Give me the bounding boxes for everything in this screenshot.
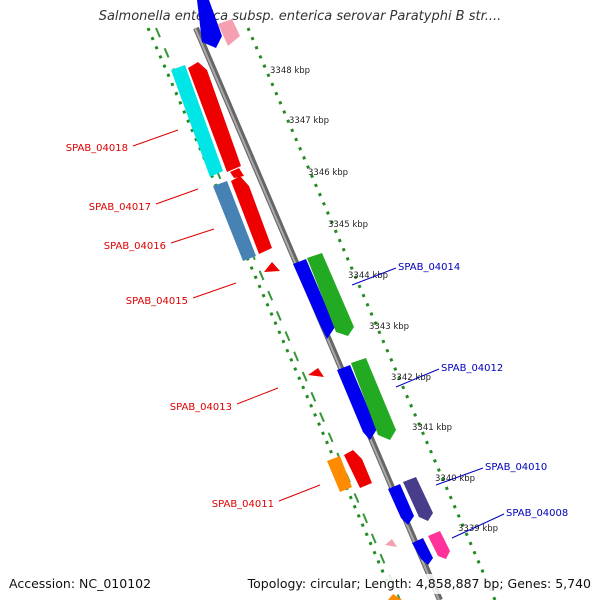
left-gene-label: SPAB_04015 [126, 296, 188, 307]
left-gene-label: SPAB_04011 [212, 499, 274, 510]
right-label-leader [451, 513, 505, 539]
kbp-tick-label: 3347 kbp [289, 116, 329, 126]
left-label-leader [170, 228, 215, 244]
kbp-tick-label: 3348 kbp [270, 66, 310, 76]
gene-blue-top [197, 0, 222, 48]
left-gene-label: SPAB_04016 [104, 241, 166, 252]
kbp-tick-label: 3344 kbp [348, 271, 388, 281]
kbp-tick-label: 3340 kbp [435, 474, 475, 484]
right-gene-label: SPAB_04010 [485, 462, 547, 473]
outer-ring-right [246, 27, 497, 600]
left-label-leader [192, 282, 237, 299]
gene-red-04017 [230, 168, 244, 178]
kbp-tick-label: 3343 kbp [369, 322, 409, 332]
gene-cyan-04018 [171, 65, 223, 177]
right-gene-label: SPAB_04014 [398, 262, 460, 273]
gene-red-04016 [231, 176, 272, 254]
kbp-tick-label: 3346 kbp [308, 168, 348, 178]
left-gene-label: SPAB_04013 [170, 402, 232, 413]
right-label-leader [395, 368, 440, 388]
right-gene-label: SPAB_04008 [506, 508, 568, 519]
accession-text: Accession: NC_010102 [9, 574, 152, 594]
left-label-leader [278, 484, 321, 502]
gene-lightpink-top [218, 19, 240, 46]
gene-red-04015 [264, 262, 280, 272]
dotted-rings [146, 27, 497, 600]
gene-orange-bottom [388, 594, 402, 600]
kbp-tick-label: 3342 kbp [391, 373, 431, 383]
kbp-ticks: 3348 kbp 3347 kbp 3346 kbp 3345 kbp 3344 kbp… [270, 66, 498, 534]
right-gene-label: SPAB_04012 [441, 363, 503, 374]
gene-blue-04008 [412, 538, 433, 565]
genome-summary: Topology: circular; Length: 4,858,887 bp… [247, 574, 591, 594]
gene-green-04012 [351, 358, 396, 440]
right-label-leader [351, 267, 397, 286]
genes-forward [197, 0, 450, 600]
gene-blue-04010 [388, 484, 414, 525]
gene-green-04014 [307, 253, 354, 336]
gene-blue-04012 [337, 365, 377, 440]
left-label-leader [132, 129, 179, 147]
kbp-tick-label: 3341 kbp [412, 423, 452, 433]
left-gene-label: SPAB_04017 [89, 202, 151, 213]
inner-ring-left [155, 27, 401, 600]
gene-steelblue-04016 [213, 181, 256, 261]
gene-pink-04008 [428, 531, 450, 559]
right-label-leader [435, 467, 484, 486]
left-gene-label: SPAB_04018 [66, 143, 128, 154]
left-gene-labels: SPAB_04018 SPAB_04017 SPAB_04016 SPAB_04015… [66, 129, 321, 510]
genes-reverse [171, 19, 397, 547]
right-gene-labels: SPAB_04014 SPAB_04012 SPAB_04010 SPAB_04008 [351, 262, 568, 539]
left-label-leader [236, 387, 279, 405]
gene-red-04011 [344, 450, 372, 488]
gene-orange-04011 [327, 456, 352, 492]
gene-purple-04010 [403, 477, 433, 521]
kbp-tick-label: 3345 kbp [328, 220, 368, 230]
gene-red-04018 [188, 62, 241, 172]
gene-red-04013 [308, 368, 324, 377]
gene-lightpink-bottom [385, 539, 397, 547]
kbp-tick-label: 3339 kbp [458, 524, 498, 534]
outer-ring-left [146, 27, 397, 600]
left-label-leader [155, 188, 199, 205]
gene-blue-04014 [293, 259, 335, 339]
